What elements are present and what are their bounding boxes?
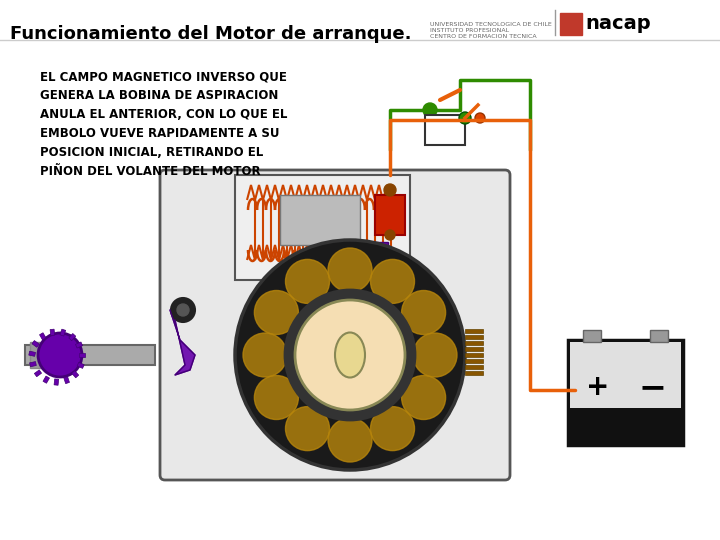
Circle shape (385, 230, 395, 240)
FancyBboxPatch shape (160, 170, 510, 480)
Circle shape (254, 291, 298, 334)
Circle shape (402, 375, 446, 420)
Bar (43, 376, 50, 383)
Circle shape (286, 407, 330, 450)
Bar (29, 351, 35, 356)
Text: −: − (639, 371, 667, 404)
Circle shape (475, 113, 485, 123)
Circle shape (38, 333, 82, 377)
Bar (35, 370, 42, 377)
Bar (465, 335, 483, 339)
Bar (650, 330, 668, 342)
Bar (583, 330, 601, 342)
Bar (465, 329, 483, 333)
Circle shape (177, 304, 189, 316)
Bar (68, 334, 76, 341)
Circle shape (295, 300, 405, 410)
Bar (568, 340, 683, 445)
Bar (79, 353, 85, 357)
Bar (30, 342, 55, 368)
Bar (375, 195, 405, 235)
Bar (465, 359, 483, 363)
Bar (40, 333, 46, 340)
Text: nacap: nacap (585, 14, 651, 33)
Bar (235, 175, 410, 280)
Text: UNIVERSIDAD TECNOLOGICA DE CHILE
INSTITUTO PROFESIONAL
CENTRO DE FORMACION TECNI: UNIVERSIDAD TECNOLOGICA DE CHILE INSTITU… (430, 22, 552, 38)
Bar (465, 353, 483, 357)
Circle shape (285, 290, 415, 420)
Bar (64, 377, 69, 383)
Bar (370, 242, 388, 260)
Bar (54, 379, 58, 385)
Circle shape (413, 333, 457, 377)
Circle shape (371, 259, 415, 303)
Circle shape (402, 291, 446, 334)
Bar (50, 329, 55, 335)
Bar (465, 365, 483, 369)
Circle shape (371, 407, 415, 450)
Circle shape (423, 103, 437, 117)
Bar (25, 345, 155, 365)
Text: EL CAMPO MAGNETICO INVERSO QUE
GENERA LA BOBINA DE ASPIRACION
ANULA EL ANTERIOR,: EL CAMPO MAGNETICO INVERSO QUE GENERA LA… (40, 70, 287, 178)
Circle shape (171, 298, 195, 322)
Polygon shape (170, 310, 195, 375)
Circle shape (286, 259, 330, 303)
Bar (30, 362, 36, 367)
Bar (425, 115, 465, 145)
Circle shape (254, 375, 298, 420)
Circle shape (328, 418, 372, 462)
Bar (77, 362, 84, 368)
Text: Funcionamiento del Motor de arranque.: Funcionamiento del Motor de arranque. (10, 25, 412, 43)
Bar (280, 195, 360, 245)
Circle shape (235, 240, 465, 470)
Circle shape (328, 248, 372, 292)
Bar (76, 342, 83, 348)
Bar (60, 329, 66, 336)
Circle shape (459, 112, 471, 124)
Text: +: + (586, 373, 610, 401)
Bar (32, 341, 39, 347)
Bar (465, 371, 483, 375)
Bar (570, 342, 681, 408)
Ellipse shape (335, 333, 365, 377)
Bar (465, 341, 483, 345)
Bar (72, 370, 78, 378)
Bar (465, 347, 483, 351)
Circle shape (384, 184, 396, 196)
Circle shape (243, 333, 287, 377)
Bar (560, 13, 582, 35)
